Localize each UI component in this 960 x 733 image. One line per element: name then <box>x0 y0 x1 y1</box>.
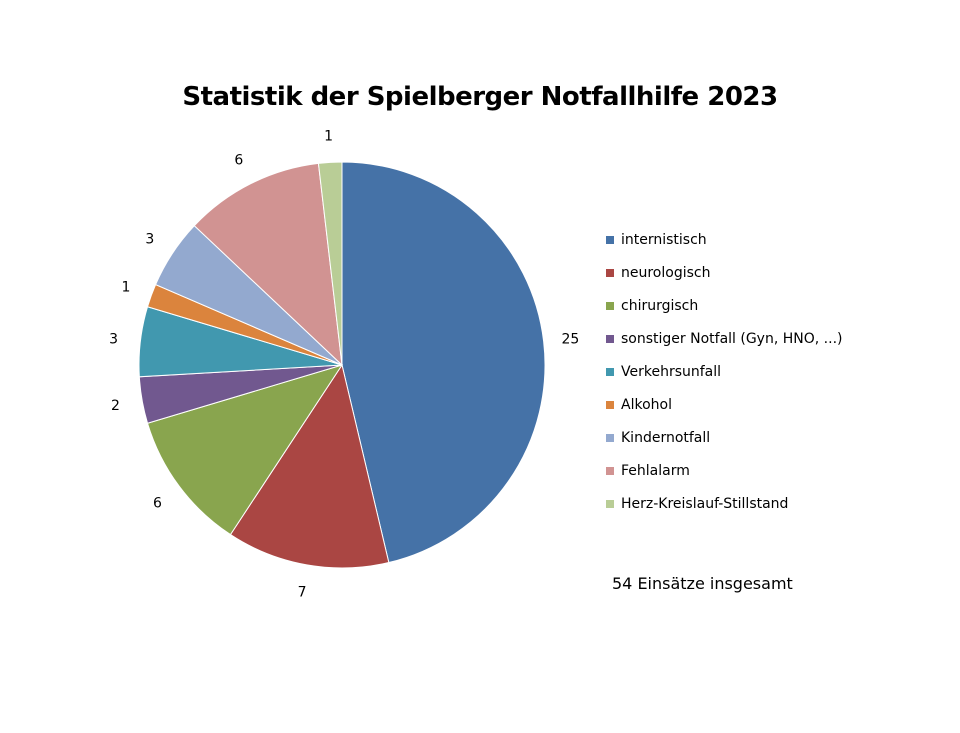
legend-label: Kindernotfall <box>621 429 711 446</box>
data-label-verkehrsunfall: 3 <box>109 331 118 347</box>
data-label-fehlalarm: 6 <box>234 153 243 169</box>
legend-swatch <box>606 268 614 277</box>
pie-slice-fehlalarm <box>193 162 343 367</box>
chart-title: Statistik der Spielberger Notfallhilfe 2… <box>182 82 778 112</box>
legend-swatch <box>606 334 614 343</box>
legend-item-kindernotfall: Kindernotfall <box>606 421 842 454</box>
legend-label: neurologisch <box>621 264 711 281</box>
legend: internistisch neurologisch chirurgisch sons… <box>606 223 842 520</box>
legend-swatch <box>606 367 614 376</box>
pie-slice-internistisch <box>341 161 546 564</box>
data-label-neurologisch: 7 <box>298 585 307 601</box>
legend-label: Fehlalarm <box>621 462 690 479</box>
legend-swatch <box>606 235 614 244</box>
legend-item-verkehrsunfall: Verkehrsunfall <box>606 355 842 388</box>
legend-item-neurologisch: neurologisch <box>606 256 842 289</box>
legend-label: chirurgisch <box>621 297 699 314</box>
legend-label: sonstiger Notfall (Gyn, HNO, ...) <box>621 330 843 347</box>
legend-label: Verkehrsunfall <box>621 363 722 380</box>
legend-label: Herz-Kreislauf-Stillstand <box>621 495 789 512</box>
legend-swatch <box>606 301 614 310</box>
data-label-chirurgisch: 6 <box>153 495 162 511</box>
legend-swatch <box>606 499 614 508</box>
legend-item-alkohol: Alkohol <box>606 388 842 421</box>
legend-swatch <box>606 400 614 409</box>
data-label-herz-kreislauf-stillstand: 1 <box>324 128 333 144</box>
legend-item-fehlalarm: Fehlalarm <box>606 454 842 487</box>
data-label-kindernotfall: 3 <box>145 232 154 248</box>
legend-item-sonstiger-notfall-gyn-hno: sonstiger Notfall (Gyn, HNO, ...) <box>606 322 842 355</box>
legend-label: internistisch <box>621 231 707 248</box>
data-label-alkohol: 1 <box>121 279 130 295</box>
legend-item-internistisch: internistisch <box>606 223 842 256</box>
legend-item-chirurgisch: chirurgisch <box>606 289 842 322</box>
legend-swatch <box>606 433 614 442</box>
legend-item-herz-kreislauf-stillstand: Herz-Kreislauf-Stillstand <box>606 487 842 520</box>
data-label-sonstiger-notfall-gyn-hno: 2 <box>111 398 120 414</box>
data-label-internistisch: 25 <box>561 331 579 347</box>
legend-label: Alkohol <box>621 396 672 413</box>
pie-slice-chirurgisch <box>146 364 344 536</box>
pie-slice-herz-kreislauf-stillstand <box>317 161 343 366</box>
total-note: 54 Einsätze insgesamt <box>612 574 793 593</box>
pie-slice-neurologisch <box>229 363 390 569</box>
legend-swatch <box>606 466 614 475</box>
